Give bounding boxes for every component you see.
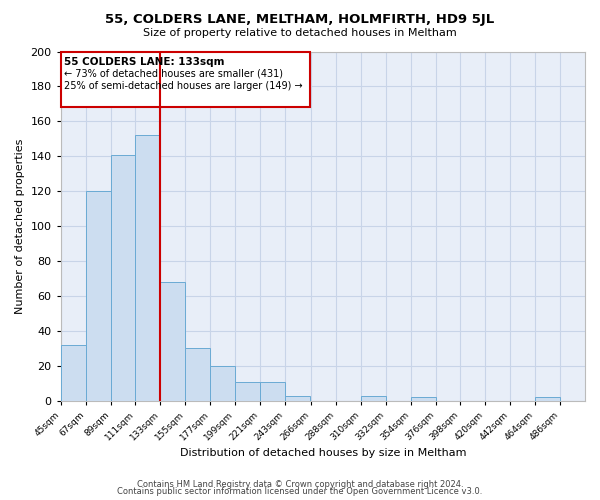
Text: Size of property relative to detached houses in Meltham: Size of property relative to detached ho… — [143, 28, 457, 38]
Bar — [185, 348, 210, 401]
Text: Contains public sector information licensed under the Open Government Licence v3: Contains public sector information licen… — [118, 488, 482, 496]
Bar — [410, 398, 436, 401]
Text: ← 73% of detached houses are smaller (431): ← 73% of detached houses are smaller (43… — [64, 69, 283, 79]
Bar — [86, 191, 110, 401]
Bar — [210, 366, 235, 401]
Text: 25% of semi-detached houses are larger (149) →: 25% of semi-detached houses are larger (… — [64, 81, 303, 91]
FancyBboxPatch shape — [61, 52, 310, 108]
Bar — [361, 396, 386, 401]
Bar — [136, 136, 160, 401]
X-axis label: Distribution of detached houses by size in Meltham: Distribution of detached houses by size … — [179, 448, 466, 458]
Text: 55, COLDERS LANE, MELTHAM, HOLMFIRTH, HD9 5JL: 55, COLDERS LANE, MELTHAM, HOLMFIRTH, HD… — [106, 12, 494, 26]
Bar — [535, 398, 560, 401]
Bar — [160, 282, 185, 401]
Y-axis label: Number of detached properties: Number of detached properties — [15, 138, 25, 314]
Text: 55 COLDERS LANE: 133sqm: 55 COLDERS LANE: 133sqm — [64, 56, 224, 66]
Bar — [285, 396, 310, 401]
Text: Contains HM Land Registry data © Crown copyright and database right 2024.: Contains HM Land Registry data © Crown c… — [137, 480, 463, 489]
Bar — [110, 154, 136, 401]
Bar — [61, 345, 86, 401]
Bar — [260, 382, 285, 401]
Bar — [235, 382, 260, 401]
